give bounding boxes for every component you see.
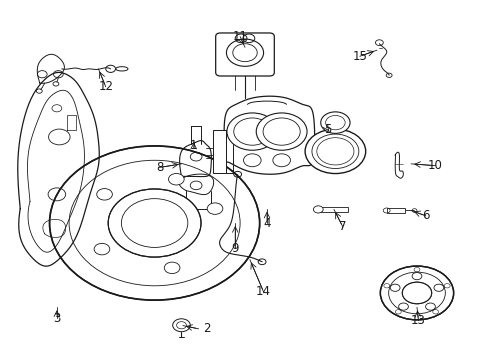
Text: 14: 14: [256, 285, 271, 298]
Circle shape: [172, 319, 190, 332]
Text: 10: 10: [428, 159, 443, 172]
Text: 2: 2: [203, 322, 211, 335]
Circle shape: [108, 189, 201, 257]
Circle shape: [426, 303, 436, 310]
Text: 1: 1: [190, 139, 197, 152]
Circle shape: [380, 266, 454, 320]
Circle shape: [256, 113, 307, 150]
Text: 15: 15: [352, 50, 368, 63]
Text: 9: 9: [231, 242, 239, 255]
Circle shape: [49, 146, 260, 300]
Text: 6: 6: [422, 210, 430, 222]
Text: 3: 3: [53, 311, 61, 325]
Circle shape: [412, 273, 422, 280]
Circle shape: [398, 303, 408, 310]
Text: 13: 13: [411, 314, 426, 327]
Circle shape: [226, 39, 264, 66]
Text: 11: 11: [233, 30, 247, 43]
Circle shape: [305, 129, 366, 174]
Bar: [213, 130, 226, 173]
Text: 8: 8: [156, 161, 163, 174]
Text: 5: 5: [324, 123, 332, 136]
Circle shape: [227, 113, 278, 150]
Circle shape: [97, 189, 112, 200]
Text: 7: 7: [339, 220, 346, 233]
Ellipse shape: [116, 67, 128, 71]
Circle shape: [207, 203, 223, 214]
Circle shape: [321, 112, 350, 134]
Circle shape: [314, 206, 323, 213]
Bar: [318, 207, 347, 212]
Circle shape: [390, 284, 400, 291]
FancyBboxPatch shape: [216, 33, 274, 76]
Circle shape: [169, 174, 184, 185]
Circle shape: [402, 282, 432, 304]
Text: 12: 12: [98, 80, 113, 93]
Bar: [387, 208, 405, 213]
Circle shape: [434, 284, 444, 291]
Circle shape: [94, 243, 110, 255]
Circle shape: [164, 262, 180, 274]
Text: 4: 4: [263, 216, 271, 230]
